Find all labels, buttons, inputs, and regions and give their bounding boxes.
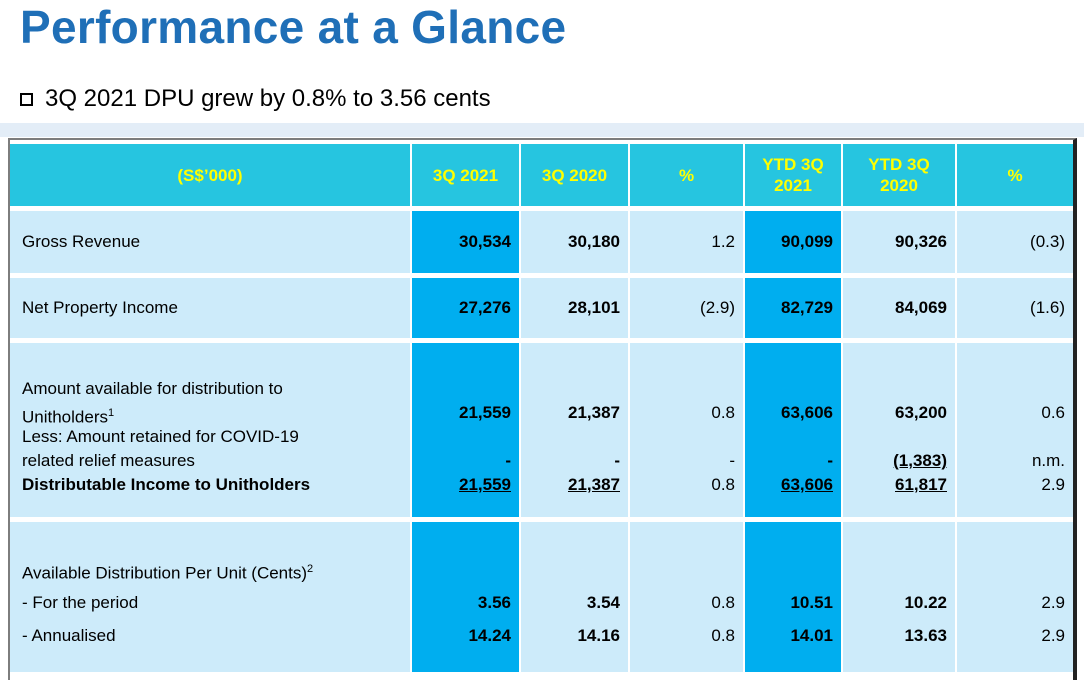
cell-pct: 0.8 0.8 [630, 522, 745, 672]
cell-3q2020: 30,180 [521, 211, 630, 273]
cell-3q2021: 3.56 14.24 [412, 522, 521, 672]
divider-bar [0, 123, 1084, 137]
cell-ytd2020: 84,069 [843, 278, 957, 338]
cell-ytd2021: 82,729 [745, 278, 843, 338]
row-label: Net Property Income [10, 278, 412, 338]
table-header-row: (S$’000) 3Q 2021 3Q 2020 % YTD 3Q 2021 YT… [10, 144, 1073, 206]
page-title: Performance at a Glance [20, 1, 567, 53]
table-row-gross-revenue: Gross Revenue 30,534 30,180 1.2 90,099 9… [10, 211, 1073, 273]
row-label-dpu: Available Distribution Per Unit (Cents)2… [10, 522, 412, 672]
cell-ytd2020: 63,200 (1,383) 61,817 [843, 343, 957, 517]
cell-pct: 1.2 [630, 211, 745, 273]
cell-ytd2021: 90,099 [745, 211, 843, 273]
col-header-pct: % [630, 144, 745, 206]
label-line: - Annualised [22, 626, 116, 645]
cell-3q2021: 21,559 - 21,559 [412, 343, 521, 517]
headline-text: 3Q 2021 DPU grew by 0.8% to 3.56 cents [45, 85, 491, 112]
col-header-ytd2021: YTD 3Q 2021 [745, 144, 843, 206]
table-row-dpu: Available Distribution Per Unit (Cents)2… [10, 522, 1073, 672]
col-header-ytd2020: YTD 3Q 2020 [843, 144, 957, 206]
row-label: Gross Revenue [10, 211, 412, 273]
col-header-3q2020: 3Q 2020 [521, 144, 630, 206]
table-row-npi: Net Property Income 27,276 28,101 (2.9) … [10, 278, 1073, 338]
row-label-distribution: Amount available for distribution to Uni… [10, 343, 412, 517]
performance-table-frame: (S$’000) 3Q 2021 3Q 2020 % YTD 3Q 2021 YT… [8, 138, 1077, 680]
label-line: Unitholders1 [22, 407, 115, 427]
label-line: related relief measures [22, 451, 195, 470]
cell-ytd-pct: 0.6 n.m. 2.9 [957, 343, 1073, 517]
cell-ytd2020: 10.22 13.63 [843, 522, 957, 672]
col-header-3q2021: 3Q 2021 [412, 144, 521, 206]
cell-ytd-pct: (1.6) [957, 278, 1073, 338]
col-header-ytd-pct: % [957, 144, 1073, 206]
cell-pct: (2.9) [630, 278, 745, 338]
cell-ytd2020: 90,326 [843, 211, 957, 273]
cell-3q2021: 30,534 [412, 211, 521, 273]
label-line: - For the period [22, 593, 139, 612]
cell-3q2020: 21,387 - 21,387 [521, 343, 630, 517]
cell-pct: 0.8 - 0.8 [630, 343, 745, 517]
cell-3q2020: 28,101 [521, 278, 630, 338]
cell-ytd2021: 63,606 - 63,606 [745, 343, 843, 517]
checkbox-bullet-icon [20, 92, 33, 106]
cell-3q2021: 27,276 [412, 278, 521, 338]
headline-bullet: 3Q 2021 DPU grew by 0.8% to 3.56 cents [20, 85, 491, 113]
label-line: Amount available for distribution to [22, 379, 283, 398]
cell-ytd-pct: 2.9 2.9 [957, 522, 1073, 672]
cell-3q2020: 3.54 14.16 [521, 522, 630, 672]
label-line-total: Distributable Income to Unitholders [22, 475, 311, 494]
label-line: Available Distribution Per Unit (Cents)2 [22, 563, 314, 583]
table-row-distribution: Amount available for distribution to Uni… [10, 343, 1073, 517]
label-line: Less: Amount retained for COVID-19 [22, 427, 299, 446]
cell-ytd2021: 10.51 14.01 [745, 522, 843, 672]
performance-table: (S$’000) 3Q 2021 3Q 2020 % YTD 3Q 2021 YT… [10, 144, 1073, 672]
cell-ytd-pct: (0.3) [957, 211, 1073, 273]
col-header-unit: (S$’000) [10, 144, 412, 206]
